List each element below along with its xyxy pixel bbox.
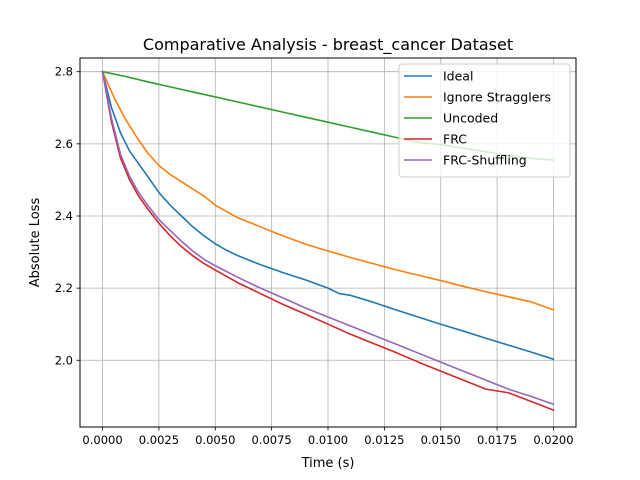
legend-label: Uncoded — [443, 111, 498, 126]
x-tick-label: 0.0025 — [139, 433, 179, 447]
series-line-frc-shuffling — [101, 70, 555, 406]
series-lines — [101, 70, 555, 412]
y-tick-label: 2.6 — [55, 137, 73, 151]
x-tick-label: 0.0100 — [308, 433, 348, 447]
y-tick-label: 2.4 — [55, 209, 73, 223]
x-tick-label: 0.0175 — [477, 433, 517, 447]
legend-label: FRC — [443, 132, 467, 147]
y-tick-label: 2.8 — [55, 65, 73, 79]
chart-title: Comparative Analysis - breast_cancer Dat… — [143, 35, 513, 55]
x-tick-label: 0.0125 — [364, 433, 404, 447]
legend-label: FRC-Shuffling — [443, 153, 527, 168]
series-line-ignore-stragglers — [101, 70, 555, 311]
series-line-ideal — [101, 70, 555, 361]
x-tick-label: 0.0200 — [533, 433, 573, 447]
x-axis-label: Time (s) — [301, 456, 355, 471]
x-tick-label: 0.0050 — [195, 433, 235, 447]
series-line-frc — [101, 70, 555, 412]
legend-box — [398, 63, 571, 178]
legend-label: Ideal — [443, 69, 473, 84]
axis-ticks: 0.0000 0.0025 0.0050 0.0075 0.0100 0.0125 0.01… — [55, 65, 574, 447]
y-axis-label: Absolute Loss — [28, 198, 43, 288]
x-tick-label: 0.0150 — [421, 433, 461, 447]
legend: Ideal Ignore Stragglers Uncoded FRC FRC-Shuf… — [398, 63, 571, 178]
y-tick-label: 2.2 — [55, 281, 73, 295]
y-tick-label: 2.0 — [55, 353, 73, 367]
x-tick-label: 0.0000 — [82, 433, 122, 447]
legend-label: Ignore Stragglers — [443, 90, 551, 105]
x-tick-label: 0.0075 — [252, 433, 292, 447]
